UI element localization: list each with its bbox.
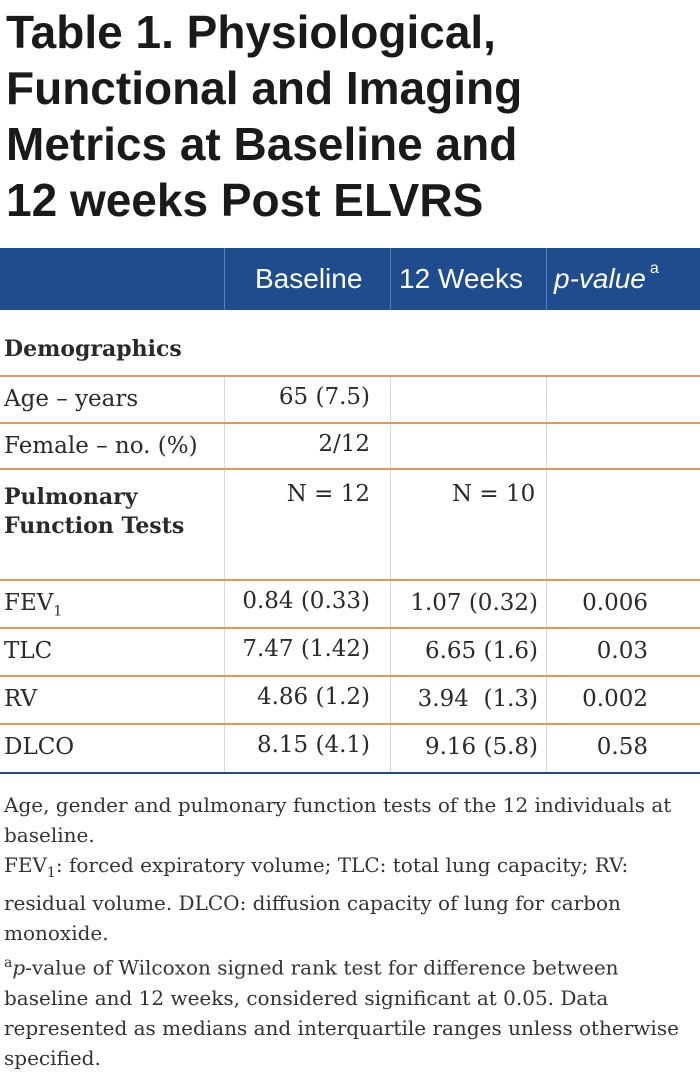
footnote-abbr-rest: : forced expiratory volume; TLC: total l… [4, 853, 629, 945]
table-row: Pulmonary Function Tests N = 12 N = 10 [0, 469, 700, 579]
row-label: Female – no. (%) [4, 433, 198, 459]
title-line: 12 weeks Post ELVRS [6, 174, 484, 226]
header-p-value-superscript: a [649, 260, 659, 277]
baseline-n: N = 12 [286, 481, 370, 507]
header-p-value-label: p-value [554, 263, 646, 294]
p-value: 0.58 [596, 734, 648, 760]
footnote-marker: a [4, 955, 13, 971]
row-label-text: FEV [4, 590, 54, 616]
p-value: 0.03 [596, 638, 648, 664]
baseline-value: 8.15 (4.1) [256, 732, 370, 758]
title-line: Table 1. Physiological, [6, 6, 496, 58]
row-rule [0, 579, 700, 581]
p-value: 0.006 [582, 590, 648, 616]
row-rule [0, 627, 700, 629]
footnote-abbreviations: FEV1: forced expiratory volume; TLC: tot… [4, 850, 694, 948]
row-rule [0, 468, 700, 470]
table-row: Age – years 65 (7.5) [0, 376, 700, 422]
table-footnotes: Age, gender and pulmonary function tests… [4, 790, 694, 1073]
row-rule [0, 375, 700, 377]
title-line: Functional and Imaging [6, 62, 523, 114]
header-divider [224, 248, 225, 310]
week12-value: 9.16 (5.8) [424, 734, 538, 760]
header-12-weeks: 12 Weeks [399, 263, 523, 294]
table-bottom-rule [0, 772, 700, 774]
row-rule [0, 422, 700, 424]
baseline-value: 2/12 [318, 431, 370, 457]
baseline-value: 4.86 (1.2) [256, 684, 370, 710]
header-p-value: p-value a [554, 248, 659, 310]
footnote-demographics: Age, gender and pulmonary function tests… [4, 793, 672, 847]
table-row: FEV1 0.84 (0.33) 1.07 (0.32) 0.006 [0, 580, 700, 627]
footnote-abbr-fev: FEV [4, 853, 47, 877]
row-label: DLCO [4, 734, 75, 760]
row-label: Age – years [4, 386, 139, 412]
column-divider [390, 376, 391, 774]
week12-value: 3.94 (1.3) [417, 686, 538, 712]
baseline-value: 0.84 (0.33) [242, 588, 370, 614]
week12-value: 1.07 (0.32) [410, 590, 538, 616]
table-header: Baseline 12 Weeks p-value a [0, 248, 700, 310]
footnote-abbr-subscript: 1 [46, 865, 56, 881]
baseline-value: 7.47 (1.42) [242, 636, 370, 662]
row-label-subscript: 1 [53, 603, 63, 620]
table-row: Female – no. (%) 2/12 [0, 423, 700, 469]
header-baseline: Baseline [255, 263, 363, 294]
week12-n: N = 10 [452, 481, 536, 507]
table-title: Table 1. Physiological, Functional and I… [6, 4, 696, 228]
table-row: DLCO 8.15 (4.1) 9.16 (5.8) 0.58 [0, 724, 700, 772]
row-label: TLC [4, 638, 53, 664]
week12-value: 6.65 (1.6) [424, 638, 538, 664]
header-divider [546, 248, 547, 310]
row-rule [0, 675, 700, 677]
row-label: RV [4, 686, 38, 712]
baseline-value: 65 (7.5) [278, 384, 370, 410]
header-divider [390, 248, 391, 310]
column-divider [224, 376, 225, 774]
table-row: TLC 7.47 (1.42) 6.65 (1.6) 0.03 [0, 628, 700, 675]
row-rule [0, 723, 700, 725]
row-label: FEV1 [4, 590, 62, 620]
column-divider [546, 376, 547, 774]
footnote-p-italic: p [12, 955, 26, 980]
title-line: Metrics at Baseline and [6, 118, 518, 170]
footnote-p-value: ap-value of Wilcoxon signed rank test fo… [4, 948, 694, 1073]
section-pulmonary-function-tests: Pulmonary Function Tests [4, 484, 185, 539]
section-demographics: Demographics [4, 336, 182, 362]
footnote-p-rest: -value of Wilcoxon signed rank test for … [4, 955, 679, 1070]
table-row: RV 4.86 (1.2) 3.94 (1.3) 0.002 [0, 676, 700, 723]
p-value: 0.002 [582, 686, 648, 712]
